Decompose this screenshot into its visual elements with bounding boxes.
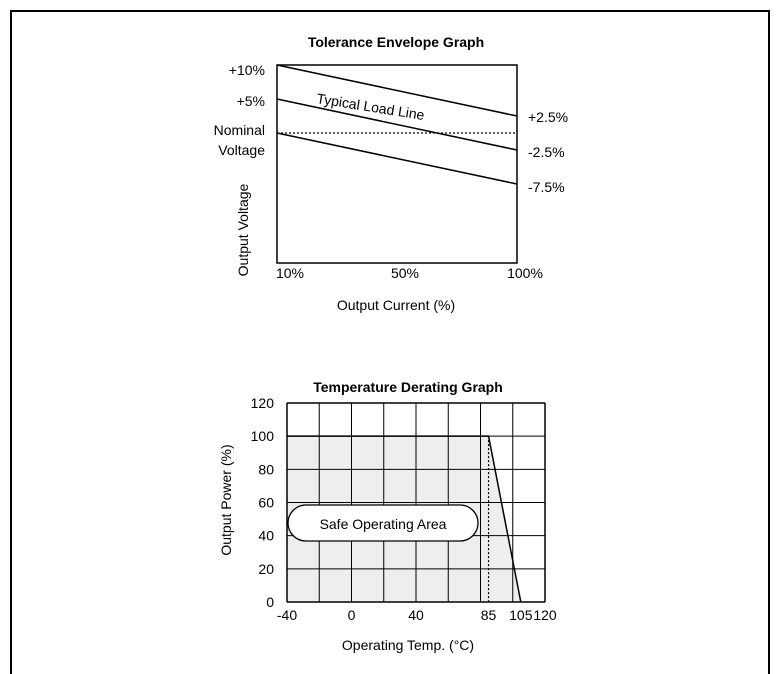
derating-curve bbox=[287, 435, 522, 603]
safe-operating-area-box bbox=[287, 504, 479, 542]
temperature-derating-chart: Temperature Derating Graph 0 20 40 60 80 100 1… bbox=[218, 379, 557, 653]
derating-x-axis-label: Operating Temp. (°C) bbox=[342, 637, 474, 653]
y-tick-label: 60 bbox=[258, 495, 274, 511]
label-plus-5: +5% bbox=[237, 93, 265, 109]
tolerance-plot-frame bbox=[276, 64, 518, 264]
y-tick-label: 40 bbox=[258, 528, 274, 544]
derating-chart-title: Temperature Derating Graph bbox=[313, 379, 503, 395]
safe-operating-area-label: Safe Operating Area bbox=[320, 516, 447, 532]
y-tick-label: 0 bbox=[266, 594, 274, 610]
label-nominal: Nominal bbox=[214, 122, 265, 138]
tolerance-chart-title: Tolerance Envelope Graph bbox=[308, 34, 484, 50]
tolerance-x-axis-label: Output Current (%) bbox=[337, 297, 455, 313]
label-minus-7-5: -7.5% bbox=[528, 179, 565, 195]
x-tick-label: 40 bbox=[408, 607, 424, 623]
tolerance-lines bbox=[276, 64, 518, 185]
tolerance-y-axis-label: Output Voltage bbox=[235, 183, 251, 276]
y-tick-label: 100 bbox=[251, 428, 275, 444]
tick-10pct: 10% bbox=[276, 265, 304, 281]
label-voltage: Voltage bbox=[218, 142, 265, 158]
derating-x-ticks: -40 0 40 85 105 120 bbox=[277, 607, 557, 623]
x-tick-label: 85 bbox=[481, 607, 497, 623]
y-tick-label: 120 bbox=[251, 395, 275, 411]
tolerance-line-1 bbox=[276, 98, 518, 151]
label-plus-10: +10% bbox=[229, 62, 265, 78]
label-plus-2-5: +2.5% bbox=[528, 109, 568, 125]
y-tick-label: 20 bbox=[258, 561, 274, 577]
figure-frame bbox=[10, 10, 770, 674]
label-minus-2-5: -2.5% bbox=[528, 144, 565, 160]
tolerance-line-0 bbox=[276, 64, 518, 117]
x-tick-label: 105 bbox=[509, 607, 533, 623]
derating-y-ticks: 0 20 40 60 80 100 120 bbox=[251, 395, 275, 610]
x-tick-label: 120 bbox=[533, 607, 557, 623]
tick-100pct: 100% bbox=[507, 265, 543, 281]
derating-y-axis-label: Output Power (%) bbox=[218, 444, 234, 555]
x-tick-label: 0 bbox=[348, 607, 356, 623]
tick-50pct: 50% bbox=[391, 265, 419, 281]
tolerance-line-2 bbox=[276, 132, 518, 185]
tolerance-envelope-chart: Tolerance Envelope Graph Typical Load Li… bbox=[214, 34, 568, 313]
x-tick-label: -40 bbox=[277, 607, 297, 623]
y-tick-label: 80 bbox=[258, 461, 274, 477]
